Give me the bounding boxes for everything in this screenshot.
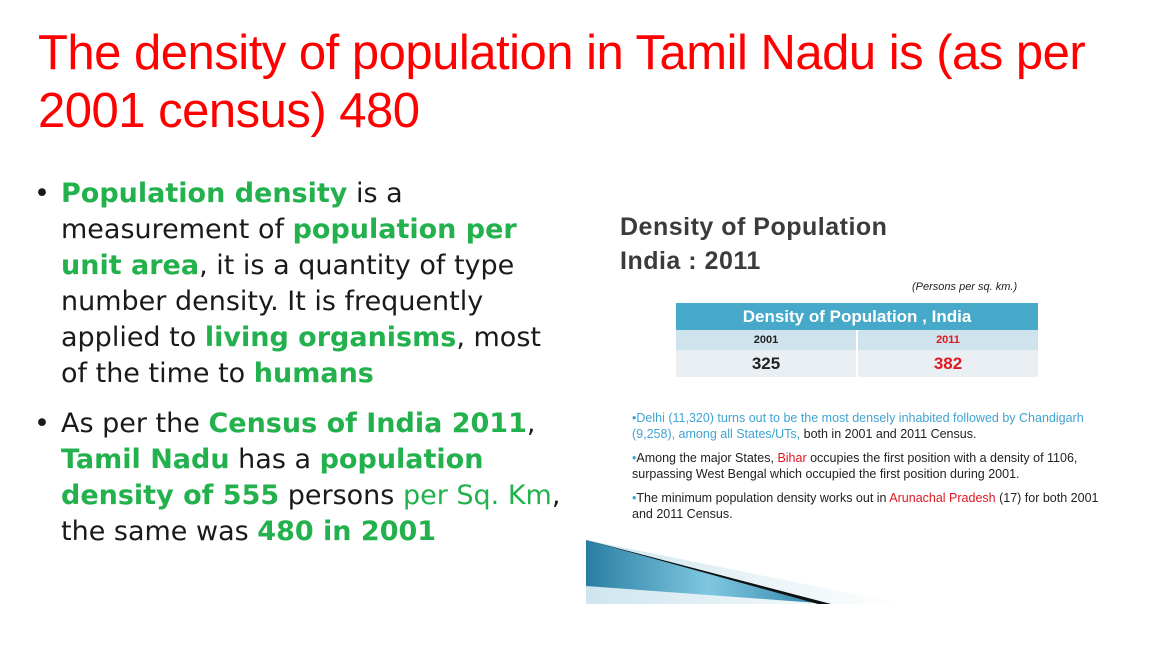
bullet-part: Tamil Nadu	[61, 444, 230, 475]
bullet-part: population density of 555	[61, 444, 484, 511]
figure-unit-label: (Persons per sq. km.)	[912, 281, 1018, 293]
note-part: •Delhi (11,320) turns out to be the most…	[632, 411, 1084, 441]
density-table: Density of Population , India 2001 2011 …	[676, 303, 1038, 377]
note-part: Bihar	[777, 451, 807, 465]
note-part: Among the major States,	[636, 451, 778, 465]
bullet-part: ,	[526, 408, 536, 439]
slide-title: The density of population in Tamil Nadu …	[38, 26, 1086, 138]
figure-notes: •Delhi (11,320) turns out to be the most…	[632, 410, 1112, 530]
bullet-part: has a	[229, 444, 320, 475]
table-value-row: 325 382	[676, 350, 1038, 377]
decorative-swoosh-icon	[586, 540, 904, 604]
note-delhi: •Delhi (11,320) turns out to be the most…	[632, 410, 1112, 442]
table-cell-value-2001: 325	[676, 350, 856, 377]
figure-title-line1: Density of Population	[620, 213, 888, 241]
bullet-part: Population density	[61, 178, 348, 209]
table-cell-value-2011: 382	[856, 350, 1038, 377]
bullet-part: Census of India 2011	[208, 408, 527, 439]
note-part: Arunachal Pradesh	[889, 491, 996, 505]
table-cell-year-2001: 2001	[676, 330, 856, 350]
bullet-part: humans	[253, 358, 374, 389]
bullet-part: living organisms	[204, 322, 457, 353]
bullet-part: population per unit area	[61, 214, 517, 281]
bullet-list: • Population density is a measurement of…	[34, 176, 564, 550]
table-year-row: 2001 2011	[676, 330, 1038, 350]
bullet-part: , the same was	[61, 480, 561, 547]
bullet-part: per Sq. Km	[402, 480, 552, 511]
bullet-part: As per the	[61, 408, 209, 439]
note-part: •	[632, 451, 637, 465]
figure-title-line2: India : 2011	[620, 247, 761, 275]
note-arunachal: •The minimum population density works ou…	[632, 490, 1112, 522]
bullet-part: persons	[279, 480, 403, 511]
density-figure: Density of Population India : 2011 (Pers…	[586, 196, 1126, 606]
note-part: •	[632, 491, 637, 505]
bullet-item-census-2011: • As per the Census of India 2011, Tamil…	[34, 406, 564, 550]
table-cell-year-2011: 2011	[856, 330, 1038, 350]
bullet-dot-icon: •	[34, 408, 50, 439]
note-part: The minimum population density works out…	[636, 491, 890, 505]
note-part: both in 2001 and 2011 Census.	[800, 427, 977, 441]
bullet-part: , it is a quantity of type number densit…	[61, 250, 515, 353]
note-bihar: •Among the major States, Bihar occupies …	[632, 450, 1112, 482]
table-header: Density of Population , India	[676, 303, 1038, 330]
note-part: occupies the first position with a densi…	[632, 451, 1078, 481]
bullet-dot-icon: •	[34, 178, 50, 209]
figure-title: Density of Population India : 2011	[620, 210, 887, 278]
bullet-part: 480 in 2001	[257, 516, 437, 547]
bullet-part: , most of the time to	[61, 322, 541, 389]
bullet-item-population-density: • Population density is a measurement of…	[34, 176, 564, 392]
note-part: (17) for both 2001 and 2011 Census.	[632, 491, 1099, 521]
bullet-part: is a measurement of	[61, 178, 403, 245]
